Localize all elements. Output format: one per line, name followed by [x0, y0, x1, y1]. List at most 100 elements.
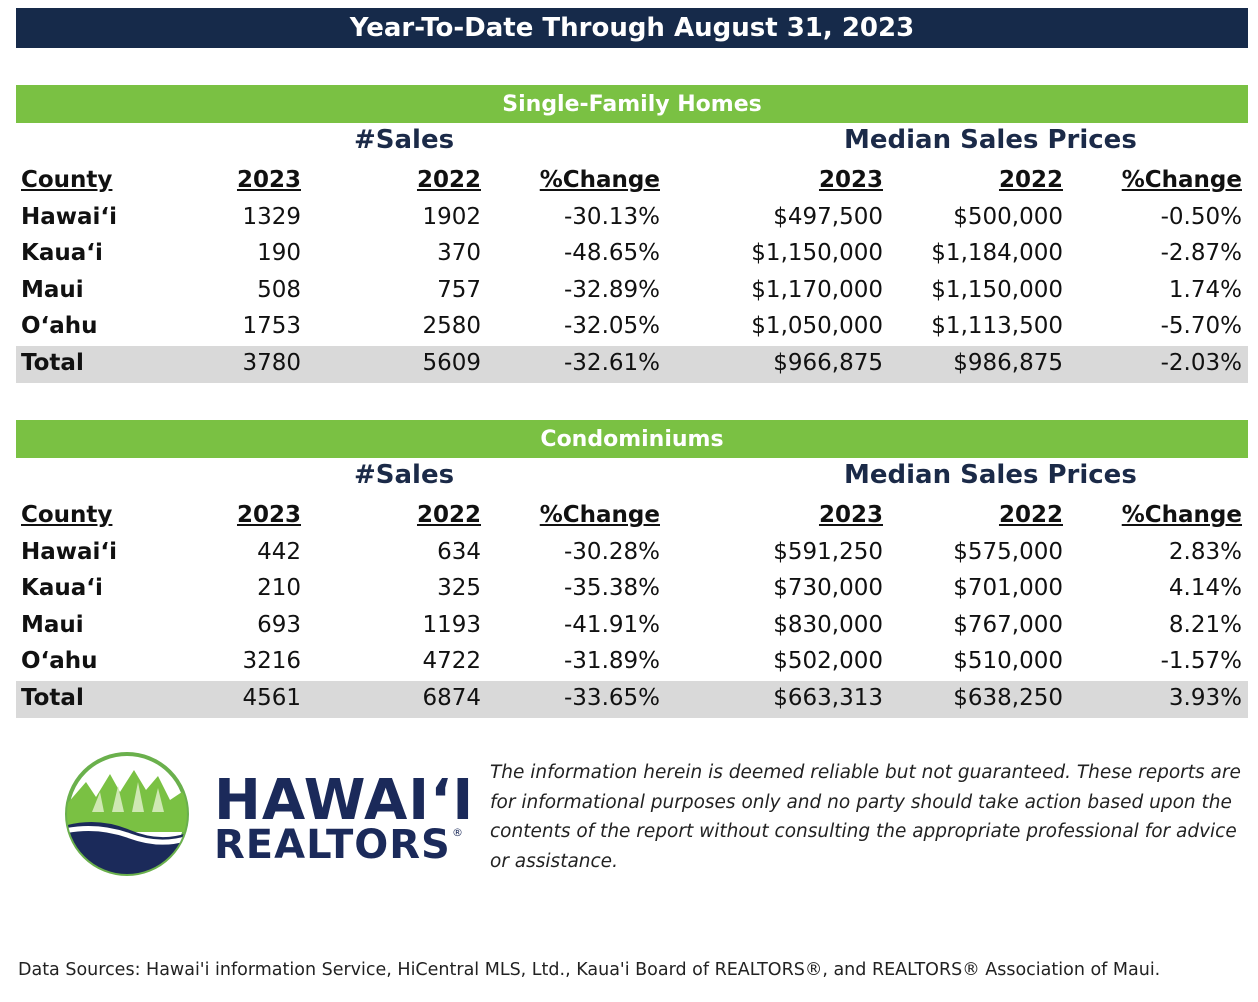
price-change-cell: 1.74%	[1168, 276, 1242, 303]
hawaii-realtors-logo-icon	[65, 752, 189, 876]
total-row: Total 4561 6874 -33.65% $663,313 $638,25…	[16, 680, 1248, 718]
column-groups: #Sales Median Sales Prices	[16, 123, 1248, 163]
section-title: Condominiums	[16, 420, 1248, 458]
county-cell: Kaua‘i	[21, 575, 103, 602]
header-sales-2022: 2022	[416, 502, 481, 528]
header-price-change: %Change	[1121, 167, 1242, 193]
sales-2022-cell: 2580	[422, 313, 481, 340]
header-price-change: %Change	[1121, 502, 1242, 528]
county-cell: O‘ahu	[21, 648, 98, 675]
registered-mark: ®	[452, 826, 463, 839]
county-cell: Hawai‘i	[21, 538, 118, 565]
section-title: Single-Family Homes	[16, 85, 1248, 123]
price-change-cell: 2.83%	[1168, 538, 1242, 565]
price-change-cell: -2.03%	[1160, 349, 1242, 376]
sales-change-cell: -41.91%	[564, 611, 660, 638]
column-groups: #Sales Median Sales Prices	[16, 458, 1248, 498]
price-2022-cell: $1,113,500	[931, 313, 1063, 340]
sales-2023-cell: 4561	[242, 684, 301, 711]
county-cell: Total	[21, 349, 84, 376]
sales-change-cell: -31.89%	[564, 648, 660, 675]
sales-2023-cell: 210	[257, 575, 301, 602]
price-change-cell: -0.50%	[1160, 203, 1242, 230]
sales-2022-cell: 5609	[422, 349, 481, 376]
price-2022-cell: $986,875	[953, 349, 1063, 376]
header-sales-change: %Change	[539, 167, 660, 193]
price-2022-cell: $638,250	[953, 684, 1063, 711]
county-cell: Total	[21, 684, 84, 711]
page-title: Year-To-Date Through August 31, 2023	[16, 8, 1248, 48]
header-price-2022: 2022	[998, 167, 1063, 193]
sales-2023-cell: 442	[257, 538, 301, 565]
sales-change-cell: -35.38%	[564, 575, 660, 602]
sales-2022-cell: 1193	[422, 611, 481, 638]
sales-change-cell: -32.61%	[564, 349, 660, 376]
county-cell: Maui	[21, 611, 84, 638]
sales-2023-cell: 508	[257, 276, 301, 303]
price-2022-cell: $510,000	[953, 648, 1063, 675]
price-2022-cell: $701,000	[953, 575, 1063, 602]
price-2022-cell: $1,150,000	[931, 276, 1063, 303]
sales-2022-cell: 757	[437, 276, 481, 303]
header-sales-2023: 2023	[236, 502, 301, 528]
price-2023-cell: $502,000	[773, 648, 883, 675]
table-row: Kaua‘i 210 325 -35.38% $730,000 $701,000…	[16, 571, 1248, 608]
price-2023-cell: $1,050,000	[751, 313, 883, 340]
sales-change-cell: -30.28%	[564, 538, 660, 565]
sales-2022-cell: 4722	[422, 648, 481, 675]
county-cell: Kaua‘i	[21, 240, 103, 267]
single-family-section: Single-Family Homes #Sales Median Sales …	[16, 85, 1248, 383]
table-row: Maui 508 757 -32.89% $1,170,000 $1,150,0…	[16, 273, 1248, 310]
county-cell: O‘ahu	[21, 313, 98, 340]
price-2022-cell: $575,000	[953, 538, 1063, 565]
price-2023-cell: $966,875	[773, 349, 883, 376]
header-price-2023: 2023	[818, 167, 883, 193]
sales-2023-cell: 693	[257, 611, 301, 638]
table-row: Hawai‘i 1329 1902 -30.13% $497,500 $500,…	[16, 200, 1248, 237]
price-2022-cell: $1,184,000	[931, 240, 1063, 267]
header-sales-change: %Change	[539, 502, 660, 528]
sales-change-cell: -48.65%	[564, 240, 660, 267]
sales-change-cell: -30.13%	[564, 203, 660, 230]
prices-group-label: Median Sales Prices	[844, 125, 1137, 155]
sales-2023-cell: 1753	[242, 313, 301, 340]
condominiums-section: Condominiums #Sales Median Sales Prices …	[16, 420, 1248, 718]
sales-2023-cell: 3216	[242, 648, 301, 675]
price-2023-cell: $591,250	[773, 538, 883, 565]
sales-2022-cell: 325	[437, 575, 481, 602]
price-2023-cell: $497,500	[773, 203, 883, 230]
table-row: O‘ahu 1753 2580 -32.05% $1,050,000 $1,11…	[16, 309, 1248, 346]
sales-change-cell: -33.65%	[564, 684, 660, 711]
sales-2022-cell: 370	[437, 240, 481, 267]
price-change-cell: -5.70%	[1160, 313, 1242, 340]
header-row: County 2023 2022 %Change 2023 2022 %Chan…	[16, 498, 1248, 535]
disclaimer-text: The information herein is deemed reliabl…	[490, 762, 1241, 872]
table-row: O‘ahu 3216 4722 -31.89% $502,000 $510,00…	[16, 644, 1248, 681]
header-county: County	[21, 167, 113, 193]
price-2023-cell: $830,000	[773, 611, 883, 638]
sales-2022-cell: 634	[437, 538, 481, 565]
table-row: Maui 693 1193 -41.91% $830,000 $767,000 …	[16, 608, 1248, 645]
sales-group-label: #Sales	[354, 460, 455, 490]
sales-2023-cell: 3780	[242, 349, 301, 376]
price-2022-cell: $767,000	[953, 611, 1063, 638]
header-row: County 2023 2022 %Change 2023 2022 %Chan…	[16, 163, 1248, 200]
price-change-cell: -2.87%	[1160, 240, 1242, 267]
price-2023-cell: $663,313	[773, 684, 883, 711]
price-change-cell: -1.57%	[1160, 648, 1242, 675]
sales-2022-cell: 6874	[422, 684, 481, 711]
price-change-cell: 3.93%	[1168, 684, 1242, 711]
sales-group-label: #Sales	[354, 125, 455, 155]
price-2023-cell: $1,150,000	[751, 240, 883, 267]
header-sales-2022: 2022	[416, 167, 481, 193]
prices-group-label: Median Sales Prices	[844, 460, 1137, 490]
logo-line-2: REALTORS	[214, 822, 451, 868]
sales-2023-cell: 1329	[242, 203, 301, 230]
price-change-cell: 4.14%	[1168, 575, 1242, 602]
logo-line-1: HAWAI‘I	[214, 768, 475, 833]
sales-change-cell: -32.89%	[564, 276, 660, 303]
county-cell: Hawai‘i	[21, 203, 118, 230]
county-cell: Maui	[21, 276, 84, 303]
sales-2023-cell: 190	[257, 240, 301, 267]
total-row: Total 3780 5609 -32.61% $966,875 $986,87…	[16, 345, 1248, 383]
